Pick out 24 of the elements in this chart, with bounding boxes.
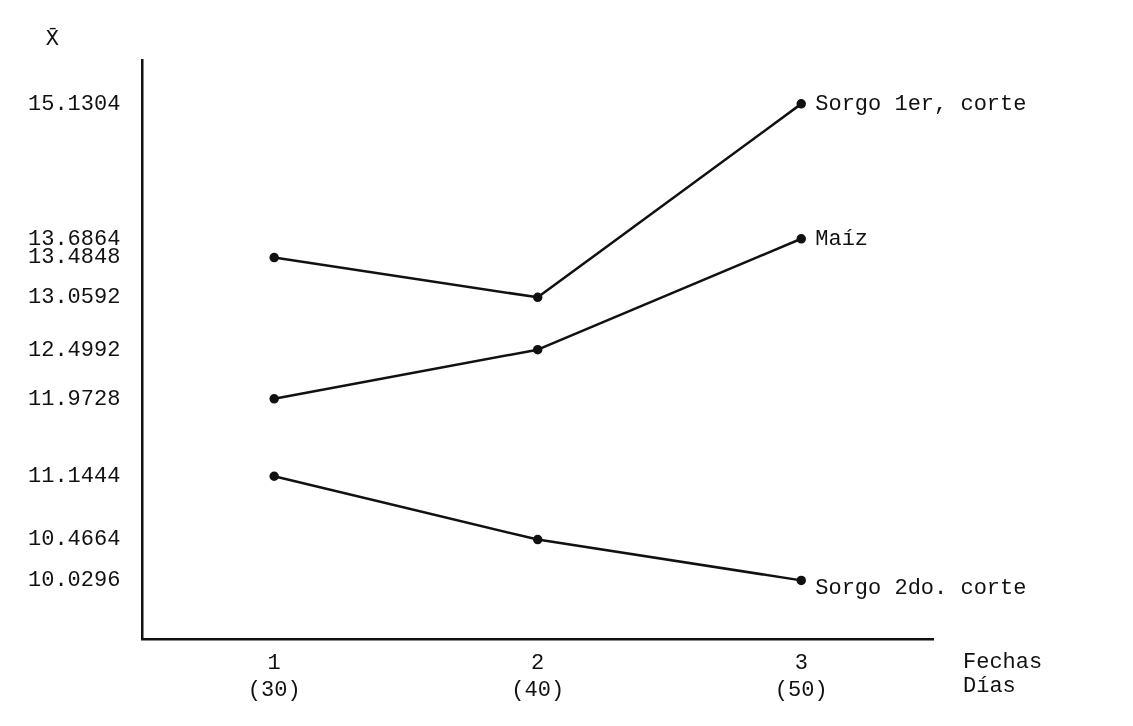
y-tick-label: 11.9728 — [27, 386, 121, 412]
point — [796, 234, 806, 244]
y-tick-label: 10.0296 — [27, 568, 121, 594]
y-tick-label: 11.1444 — [27, 464, 121, 490]
y-tick-label: 13.0592 — [27, 285, 121, 311]
point — [269, 252, 279, 263]
point — [796, 575, 806, 586]
point — [532, 292, 543, 303]
x-tick-label: 1 (30) — [247, 651, 301, 703]
series-label: Maíz — [815, 226, 869, 252]
series-label: Sorgo 1er, corte — [815, 91, 1027, 117]
series-label: Sorgo 2do. corte — [815, 576, 1027, 602]
x-axis-title: Fechas Días — [963, 650, 1043, 700]
y-tick-label: 12.4992 — [27, 337, 121, 363]
point — [532, 344, 543, 355]
point — [532, 534, 543, 545]
y-axis-title: X̄ — [45, 26, 60, 52]
x-tick-label: 2 (40) — [511, 651, 565, 703]
y-tick-label: 15.1304 — [27, 91, 121, 117]
x-tick-label: 3 (50) — [774, 651, 828, 703]
point — [269, 394, 279, 404]
point — [269, 471, 279, 481]
y-tick-label: 10.4664 — [27, 527, 121, 553]
point — [796, 99, 806, 109]
